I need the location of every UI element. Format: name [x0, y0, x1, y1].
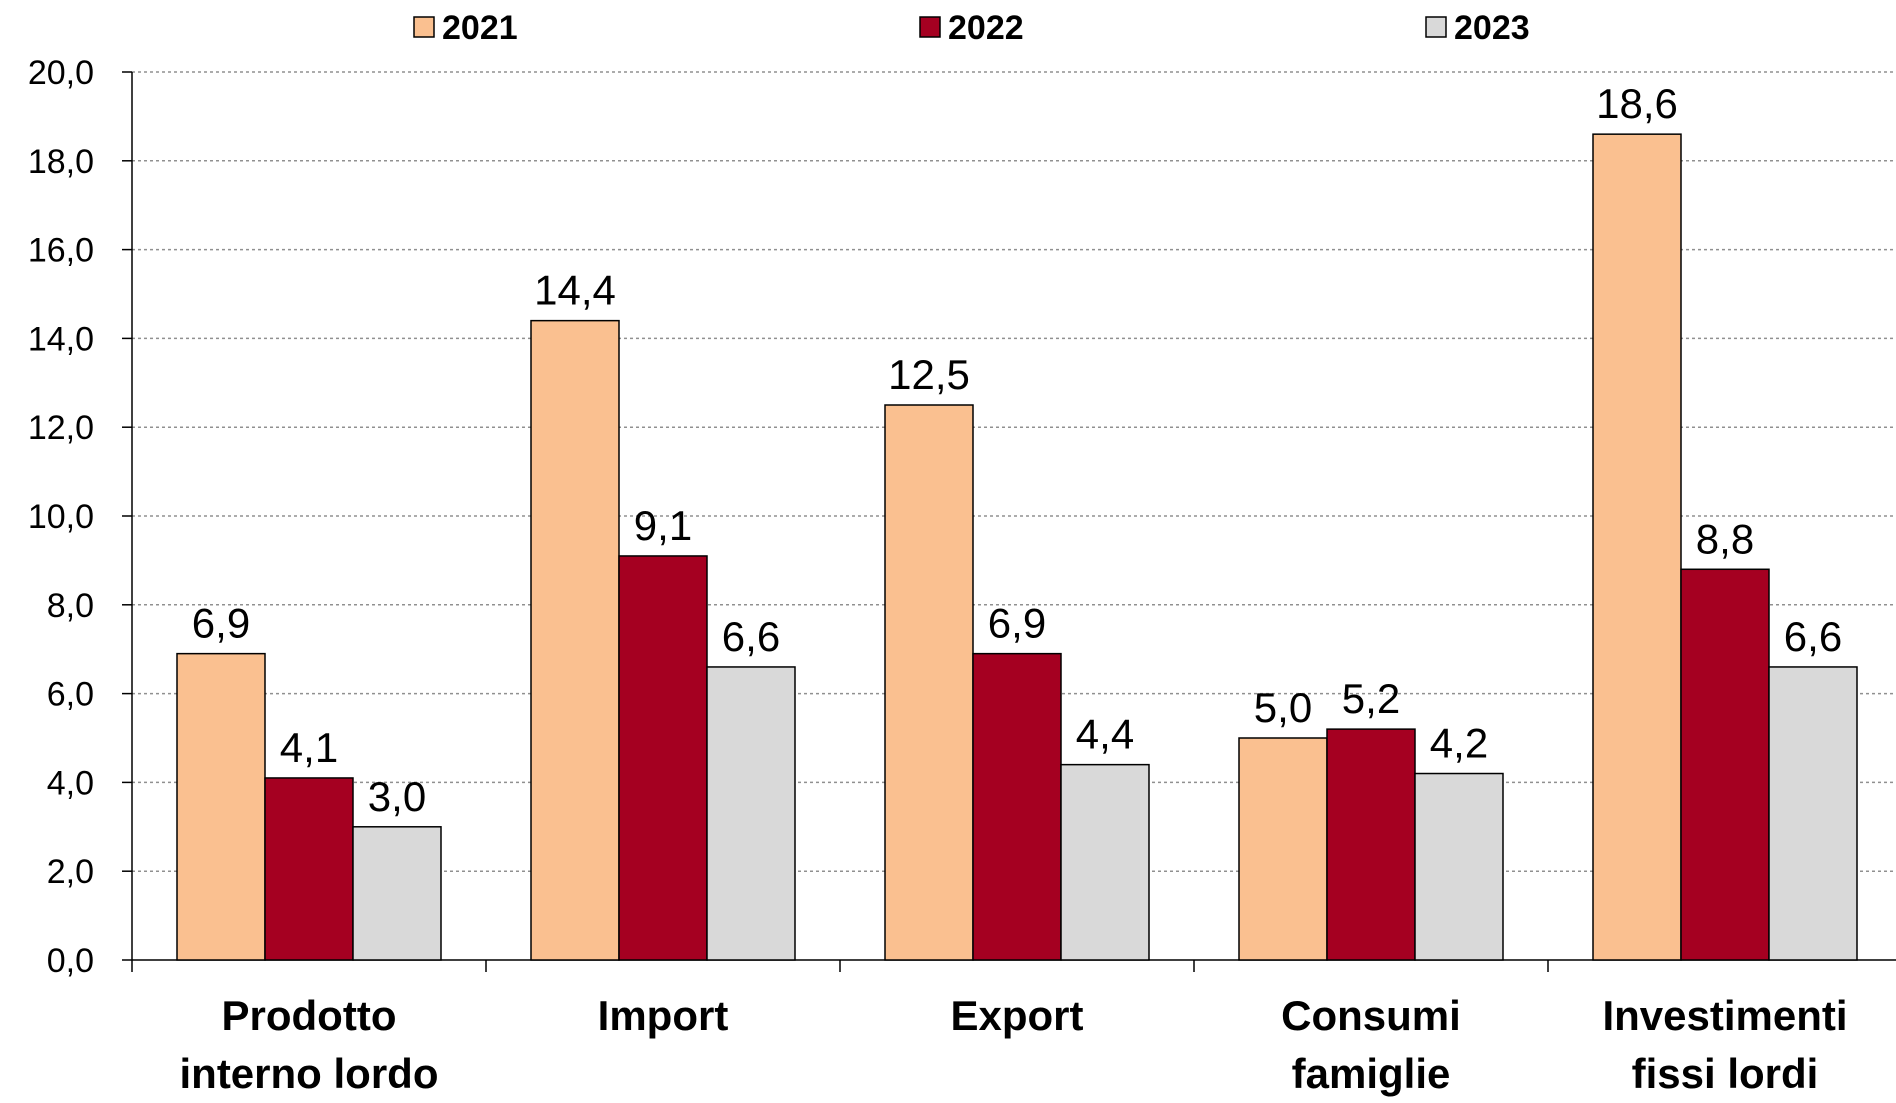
x-category-label: Consumi	[1281, 992, 1461, 1039]
bar-2023	[1060, 763, 1150, 961]
data-label: 3,0	[368, 773, 426, 820]
bar-2022	[618, 555, 708, 961]
bar-2023	[1768, 666, 1858, 961]
y-tick-label: 20,0	[28, 54, 94, 92]
y-tick-label: 10,0	[28, 498, 94, 536]
legend-swatch-2023	[1425, 16, 1447, 38]
y-tick-label: 2,0	[47, 853, 94, 891]
legend-label: 2023	[1454, 9, 1530, 47]
x-category-label: famiglie	[1292, 1050, 1451, 1097]
x-category-label: Import	[598, 992, 729, 1039]
data-label: 9,1	[634, 502, 692, 549]
y-tick-label: 8,0	[47, 587, 94, 625]
x-category-label: fissi lordi	[1632, 1050, 1819, 1097]
y-tick-label: 0,0	[47, 942, 94, 980]
bar-2022	[1680, 568, 1770, 961]
data-label: 12,5	[888, 351, 970, 398]
bar-2021	[1238, 737, 1328, 961]
data-label: 14,4	[534, 267, 616, 314]
data-label: 4,1	[280, 724, 338, 771]
y-tick-label: 18,0	[28, 143, 94, 181]
y-tick-label: 14,0	[28, 320, 94, 358]
y-tick-label: 16,0	[28, 232, 94, 270]
bar-2021	[530, 319, 620, 961]
data-label: 6,6	[722, 613, 780, 660]
y-tick-label: 4,0	[47, 764, 94, 802]
data-label: 6,9	[988, 600, 1046, 647]
bar-2022	[264, 777, 354, 961]
data-label: 5,2	[1342, 675, 1400, 722]
bar-2021	[176, 652, 266, 961]
bar-2023	[1414, 772, 1504, 961]
x-category-label: Export	[950, 992, 1083, 1039]
legend-label: 2022	[948, 9, 1024, 47]
x-category-label: Prodotto	[222, 992, 397, 1039]
legend-label: 2021	[442, 9, 518, 47]
data-label: 8,8	[1696, 515, 1754, 562]
data-label: 18,6	[1596, 80, 1678, 127]
bar-2021	[1592, 133, 1682, 961]
bar-2023	[352, 826, 442, 961]
legend-swatch-2022	[919, 16, 941, 38]
data-label: 6,6	[1784, 613, 1842, 660]
y-tick-label: 6,0	[47, 676, 94, 714]
x-category-label: Investimenti	[1602, 992, 1847, 1039]
data-label: 5,0	[1254, 684, 1312, 731]
x-category-label: interno lordo	[180, 1050, 439, 1097]
bar-2022	[972, 652, 1062, 961]
bar-2021	[884, 404, 974, 961]
data-label: 4,2	[1430, 720, 1488, 767]
bar-2022	[1326, 728, 1416, 961]
y-tick-label: 12,0	[28, 409, 94, 447]
legend-swatch-2021	[413, 16, 435, 38]
data-label: 6,9	[192, 600, 250, 647]
data-label: 4,4	[1076, 711, 1134, 758]
bar-2023	[706, 666, 796, 961]
